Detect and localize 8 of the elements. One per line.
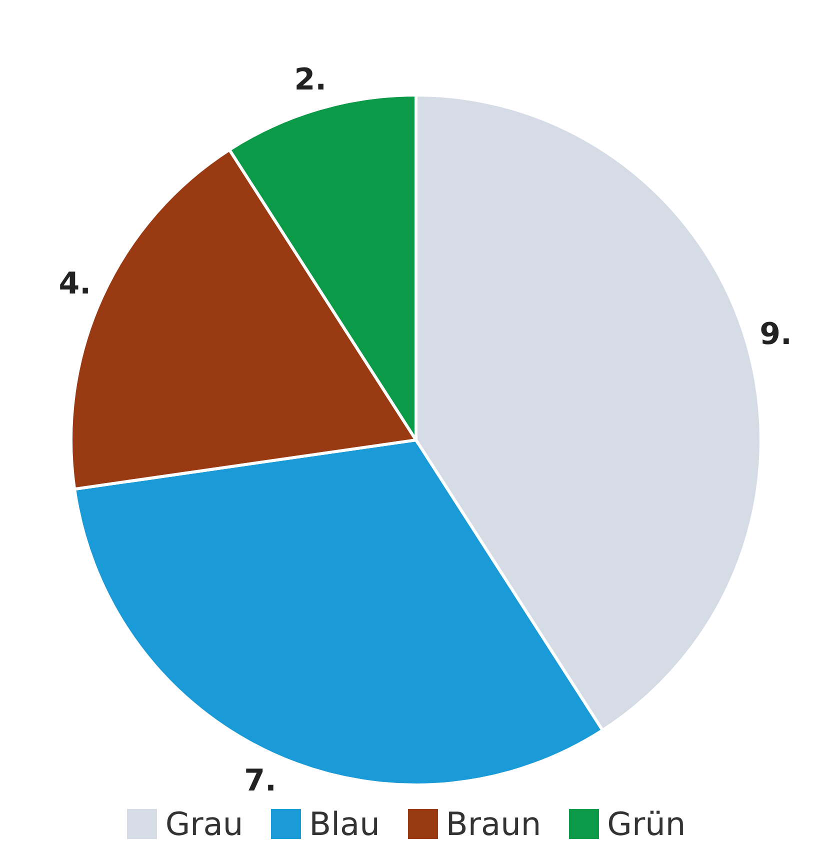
legend-label: Braun <box>446 805 542 843</box>
data-label: 2. <box>294 62 326 98</box>
data-label: 9. <box>760 316 792 352</box>
legend-label: Blau <box>309 805 380 843</box>
data-label: 4. <box>58 266 92 302</box>
data-label: 7. <box>244 764 276 799</box>
legend-label: Grün <box>607 805 686 843</box>
legend-label: Grau <box>165 805 244 843</box>
